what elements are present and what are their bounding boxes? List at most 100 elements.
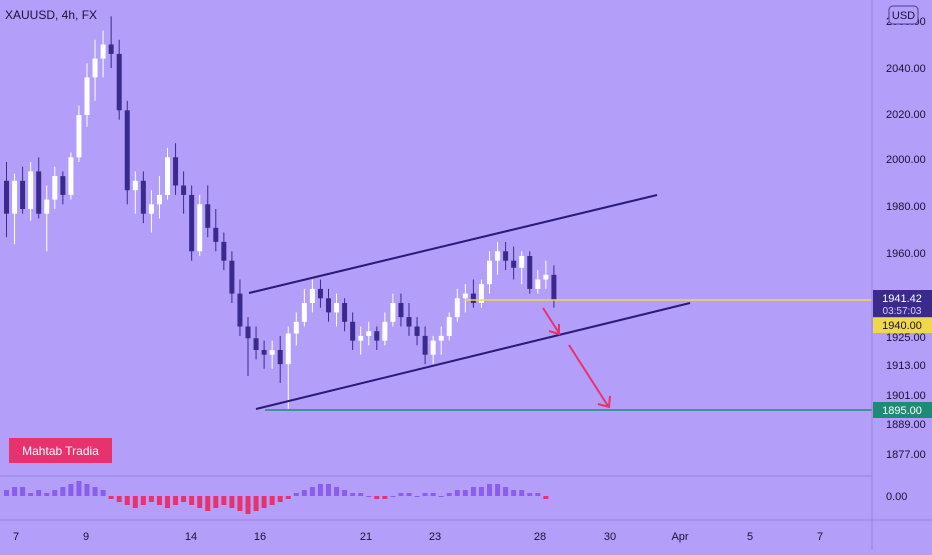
candle-body[interactable] [173,157,179,186]
price-tick: 2000.00 [886,154,926,166]
candle-body[interactable] [253,338,259,350]
channel-lower-line[interactable] [255,302,691,410]
candle-body[interactable] [108,44,114,54]
oscillator-bar [382,496,388,499]
level-1940-badge: 1940.00 [873,318,932,333]
candle-body[interactable] [382,321,388,341]
candle-body[interactable] [487,260,492,285]
oscillator-bar [100,490,106,496]
candle-body[interactable] [551,274,557,300]
price-tick: 1980.00 [886,201,926,213]
oscillator-bar [197,496,203,508]
candle-body[interactable] [189,194,195,252]
watermark-text: Mahtab Tradia [22,444,99,458]
candle-body[interactable] [478,284,484,303]
currency-button[interactable]: USD [888,5,919,25]
candle-body[interactable] [293,321,299,334]
oscillator-bar [535,493,541,496]
price-tick: 1901.00 [886,390,926,402]
channel-upper-line[interactable] [248,194,658,294]
candle-body[interactable] [326,298,331,313]
candle-body[interactable] [334,303,340,313]
candle-body[interactable] [92,58,98,78]
candle-body[interactable] [301,303,307,322]
candle-body[interactable] [462,293,468,299]
candle-body[interactable] [543,274,549,280]
candle-body[interactable] [68,157,74,195]
candle-body[interactable] [60,176,66,195]
oscillator-bar [181,496,187,502]
candle-body[interactable] [269,350,275,355]
candle-body[interactable] [229,260,235,294]
oscillator-bar [116,496,122,502]
candle-body[interactable] [342,303,348,322]
candle-body[interactable] [285,333,291,365]
candle-body[interactable] [527,256,533,289]
candle-body[interactable] [470,293,476,303]
candle-body[interactable] [36,171,42,214]
candle-body[interactable] [156,194,162,205]
candle-body[interactable] [503,251,509,261]
candle-body[interactable] [535,279,541,289]
candle-body[interactable] [213,227,219,242]
candle-body[interactable] [52,176,58,200]
candle-body[interactable] [181,185,187,195]
time-tick: 16 [254,531,266,543]
candle-body[interactable] [132,180,138,191]
price-tick: 1960.00 [886,248,926,260]
time-tick: 30 [604,531,616,543]
candle-body[interactable] [4,180,9,214]
candle-body[interactable] [116,53,122,111]
candle-body[interactable] [422,335,428,355]
oscillator-bar [148,496,154,502]
arrow-1-shaft [542,307,560,334]
candle-body[interactable] [245,326,251,339]
candle-body[interactable] [446,317,452,336]
candle-body[interactable] [165,157,170,195]
candle-body[interactable] [317,288,323,299]
candle-body[interactable] [511,260,517,268]
candle-body[interactable] [390,303,396,322]
target-price-badge: 1895.00 [873,402,932,418]
oscillator-bar [132,496,138,508]
candle-body[interactable] [438,335,444,341]
candle-body[interactable] [261,350,267,355]
candle-body[interactable] [398,303,404,318]
candle-body[interactable] [406,317,412,327]
time-tick: 28 [534,531,546,543]
candle-body[interactable] [358,335,364,341]
time-tick: 14 [185,531,197,543]
candle-body[interactable] [350,321,356,341]
candle-body[interactable] [20,180,26,209]
candle-body[interactable] [374,331,380,341]
current-price-badge: 1941.42 03:57:03 [873,290,932,317]
candle-body[interactable] [100,44,106,59]
candle-body[interactable] [205,204,211,228]
candle-body[interactable] [12,180,18,214]
candle-body[interactable] [76,115,82,158]
candle-body[interactable] [28,171,34,209]
candle-body[interactable] [84,77,90,115]
candle-body[interactable] [495,251,501,261]
candle-body[interactable] [414,326,420,336]
candle-body[interactable] [309,288,315,303]
candle-body[interactable] [454,298,460,318]
time-tick: 7 [817,531,823,543]
candle-body[interactable] [430,340,436,355]
price-axis[interactable]: 2060.00 2040.00 2020.00 2000.00 1980.00 … [886,16,926,503]
candle-body[interactable] [221,241,227,261]
candle-body[interactable] [519,256,525,268]
candle-body[interactable] [277,350,283,365]
candle-body[interactable] [197,204,203,252]
time-axis[interactable]: 7 9 14 16 21 23 28 30 Apr 5 7 [13,531,823,543]
candle-body[interactable] [140,180,146,214]
oscillator-bar [454,490,460,496]
symbol-header[interactable]: XAUUSD, 4h, FX [5,8,97,22]
candle-body[interactable] [366,331,372,336]
candle-body[interactable] [124,110,130,191]
candle-body[interactable] [44,199,50,214]
candle-body[interactable] [237,293,243,327]
candle-body[interactable] [148,204,154,214]
